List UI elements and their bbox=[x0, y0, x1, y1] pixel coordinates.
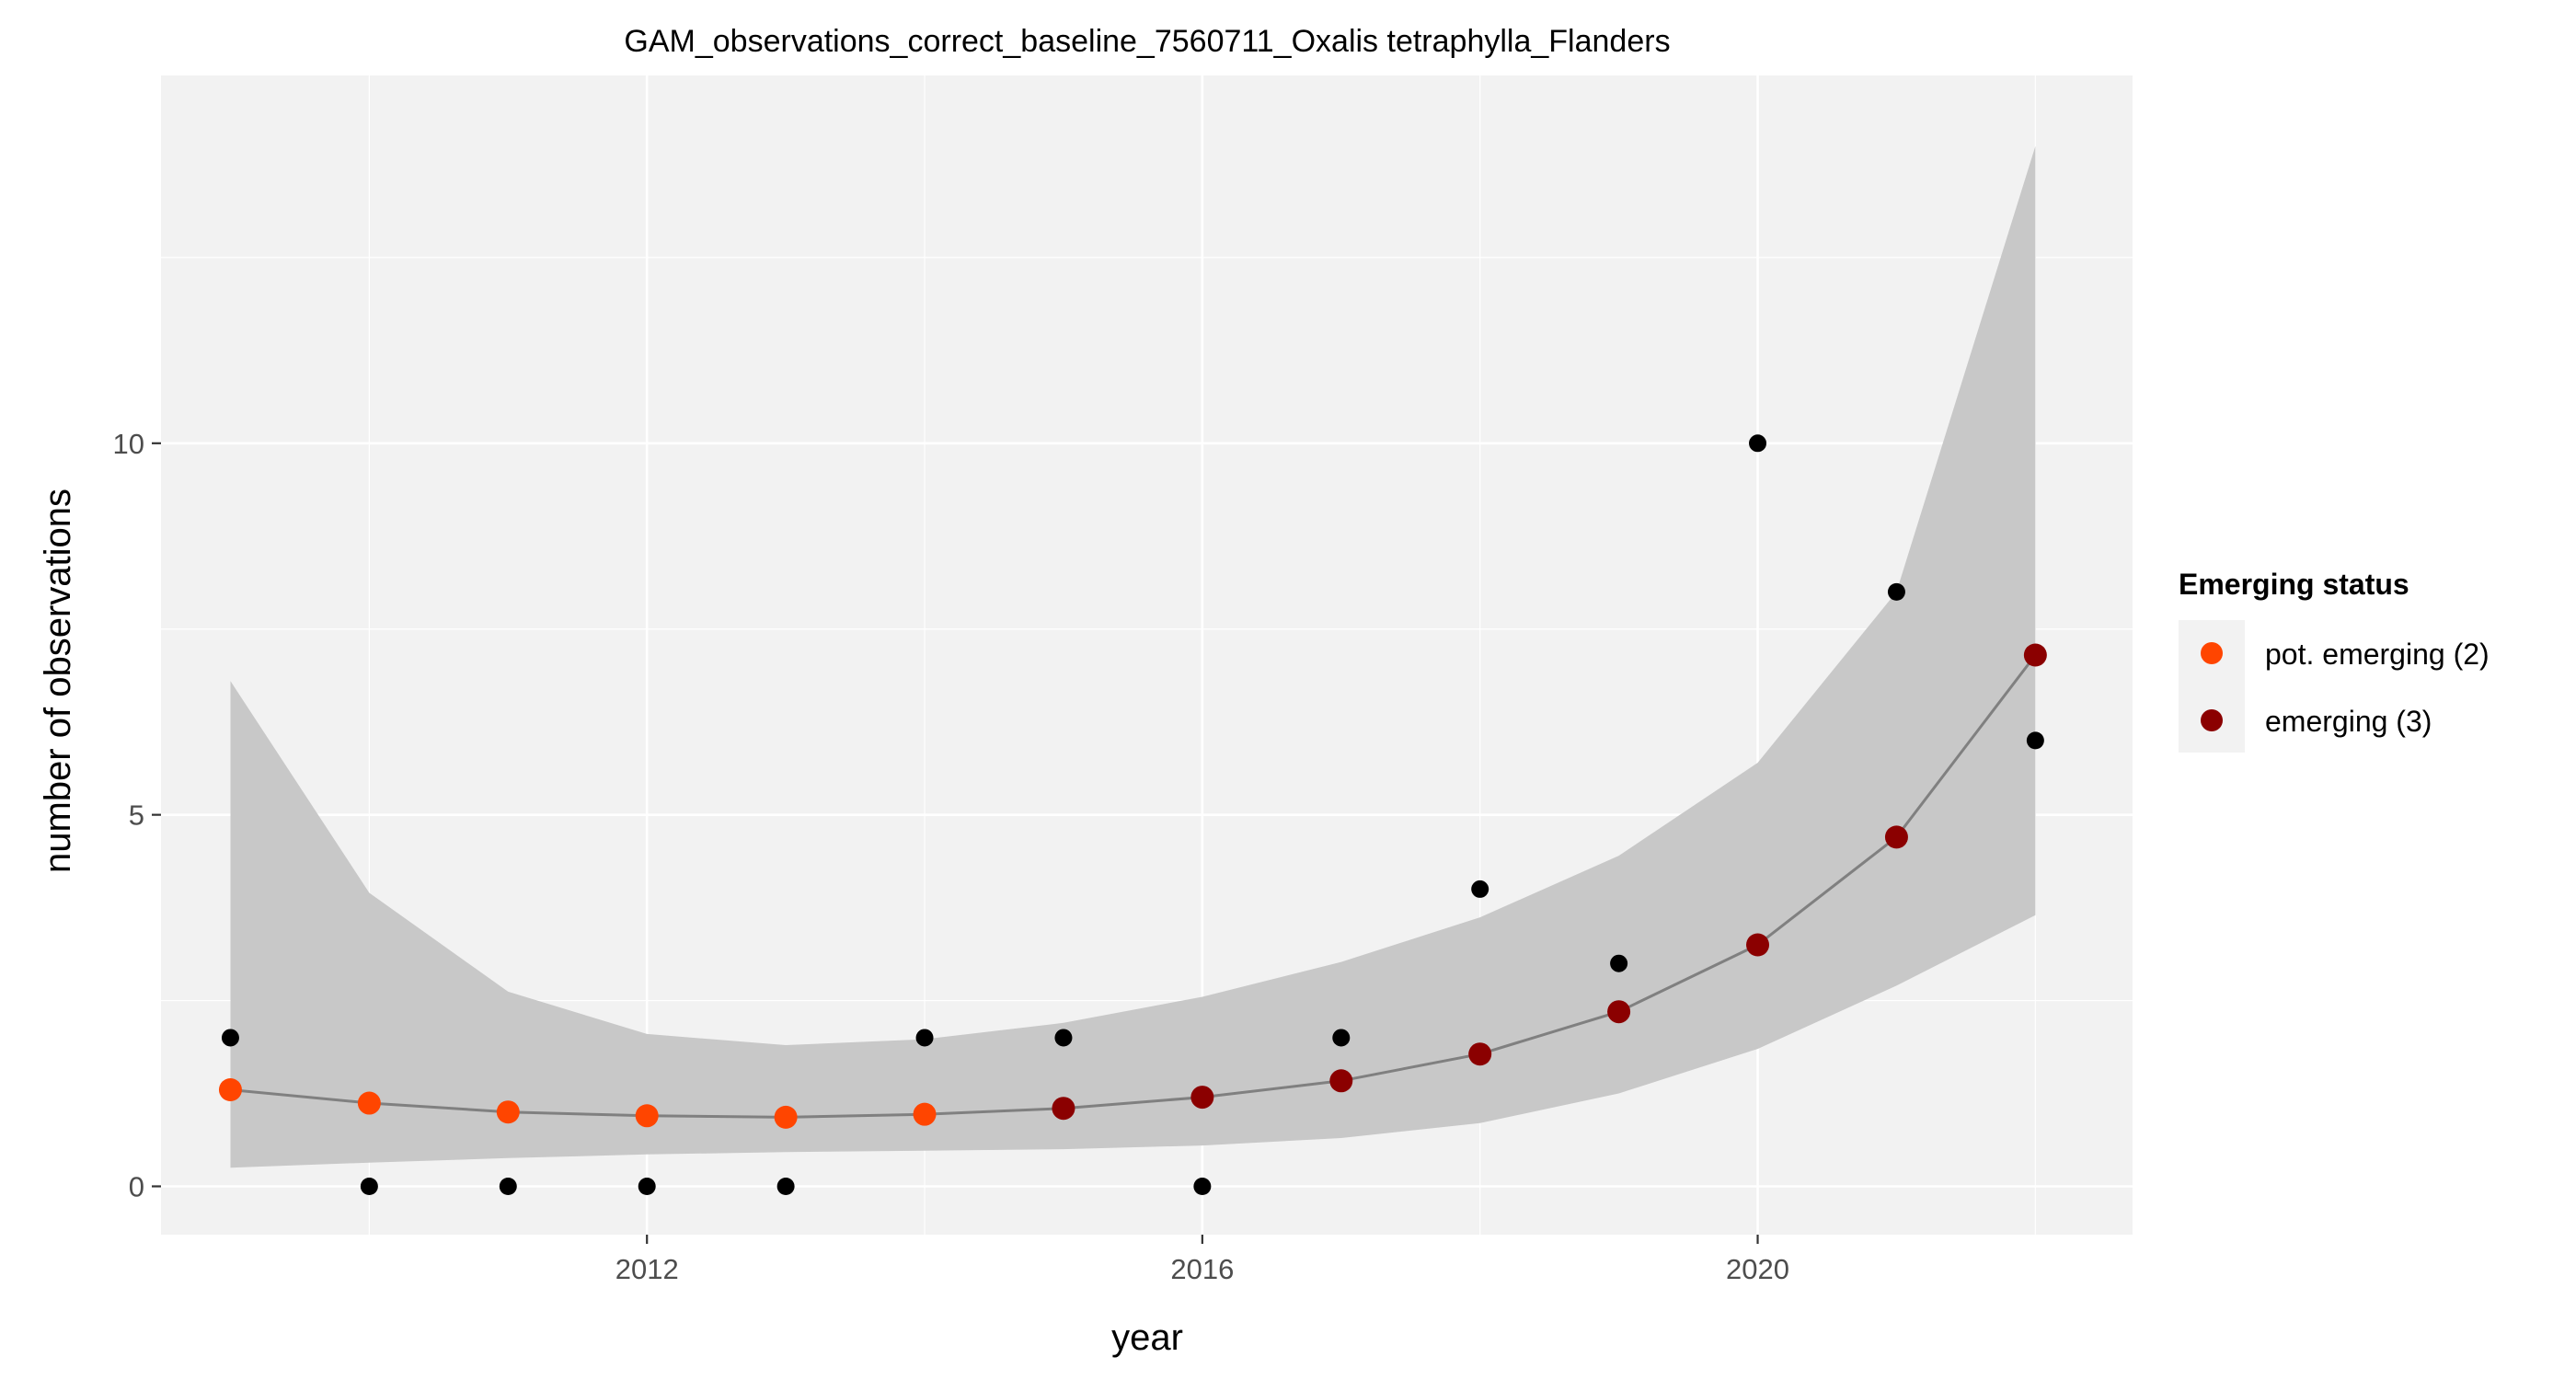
plot-panel bbox=[161, 75, 2133, 1235]
fitted-point bbox=[1607, 1000, 1631, 1024]
observed-point bbox=[221, 1029, 239, 1047]
legend: Emerging status pot. emerging (2) emergi… bbox=[2179, 568, 2490, 753]
x-tick-label: 2012 bbox=[615, 1253, 679, 1285]
observed-point bbox=[915, 1029, 934, 1047]
observed-point bbox=[1193, 1178, 1212, 1195]
fitted-point bbox=[496, 1100, 520, 1124]
x-tick-label: 2016 bbox=[1170, 1253, 1234, 1285]
legend-key-background bbox=[2179, 620, 2245, 753]
y-tick-label: 0 bbox=[129, 1171, 144, 1203]
observed-point bbox=[638, 1178, 656, 1195]
legend-title: Emerging status bbox=[2179, 568, 2409, 601]
fit-line bbox=[230, 654, 2037, 1119]
y-axis-title: number of observations bbox=[38, 489, 78, 873]
observed-point bbox=[2026, 731, 2044, 750]
legend-key-emerging bbox=[2201, 709, 2223, 731]
y-tick-label: 10 bbox=[113, 428, 144, 460]
observed-point bbox=[1749, 434, 1767, 453]
fitted-point bbox=[2023, 643, 2047, 667]
observed-point bbox=[360, 1178, 378, 1195]
observed-point bbox=[776, 1178, 795, 1195]
y-tick-label: 5 bbox=[129, 799, 144, 832]
observed-point bbox=[499, 1178, 517, 1195]
legend-label-emerging: emerging (3) bbox=[2265, 705, 2432, 738]
fitted-point bbox=[1329, 1069, 1353, 1093]
fitted-point bbox=[218, 1078, 242, 1101]
observed-point bbox=[1332, 1029, 1351, 1047]
fitted-point bbox=[1468, 1042, 1492, 1066]
fitted-point bbox=[357, 1091, 381, 1115]
fitted-point bbox=[1052, 1097, 1075, 1121]
fitted-point bbox=[913, 1102, 937, 1126]
legend-label-pot-emerging: pot. emerging (2) bbox=[2265, 638, 2490, 671]
observed-point bbox=[1610, 954, 1628, 972]
legend-key-pot-emerging bbox=[2201, 642, 2223, 664]
fitted-point bbox=[635, 1104, 659, 1128]
x-axis-title: year bbox=[1111, 1317, 1183, 1358]
fitted-point bbox=[1746, 933, 1770, 957]
x-tick-label: 2020 bbox=[1726, 1253, 1789, 1285]
observed-point bbox=[1471, 880, 1489, 898]
fitted-point bbox=[1190, 1086, 1214, 1110]
fitted-point bbox=[1884, 825, 1908, 849]
observed-point bbox=[1054, 1029, 1073, 1047]
chart-title: GAM_observations_correct_baseline_756071… bbox=[624, 24, 1670, 59]
confidence-ribbon bbox=[230, 145, 2036, 1168]
observed-point bbox=[1887, 582, 1905, 601]
fitted-point bbox=[774, 1105, 798, 1129]
